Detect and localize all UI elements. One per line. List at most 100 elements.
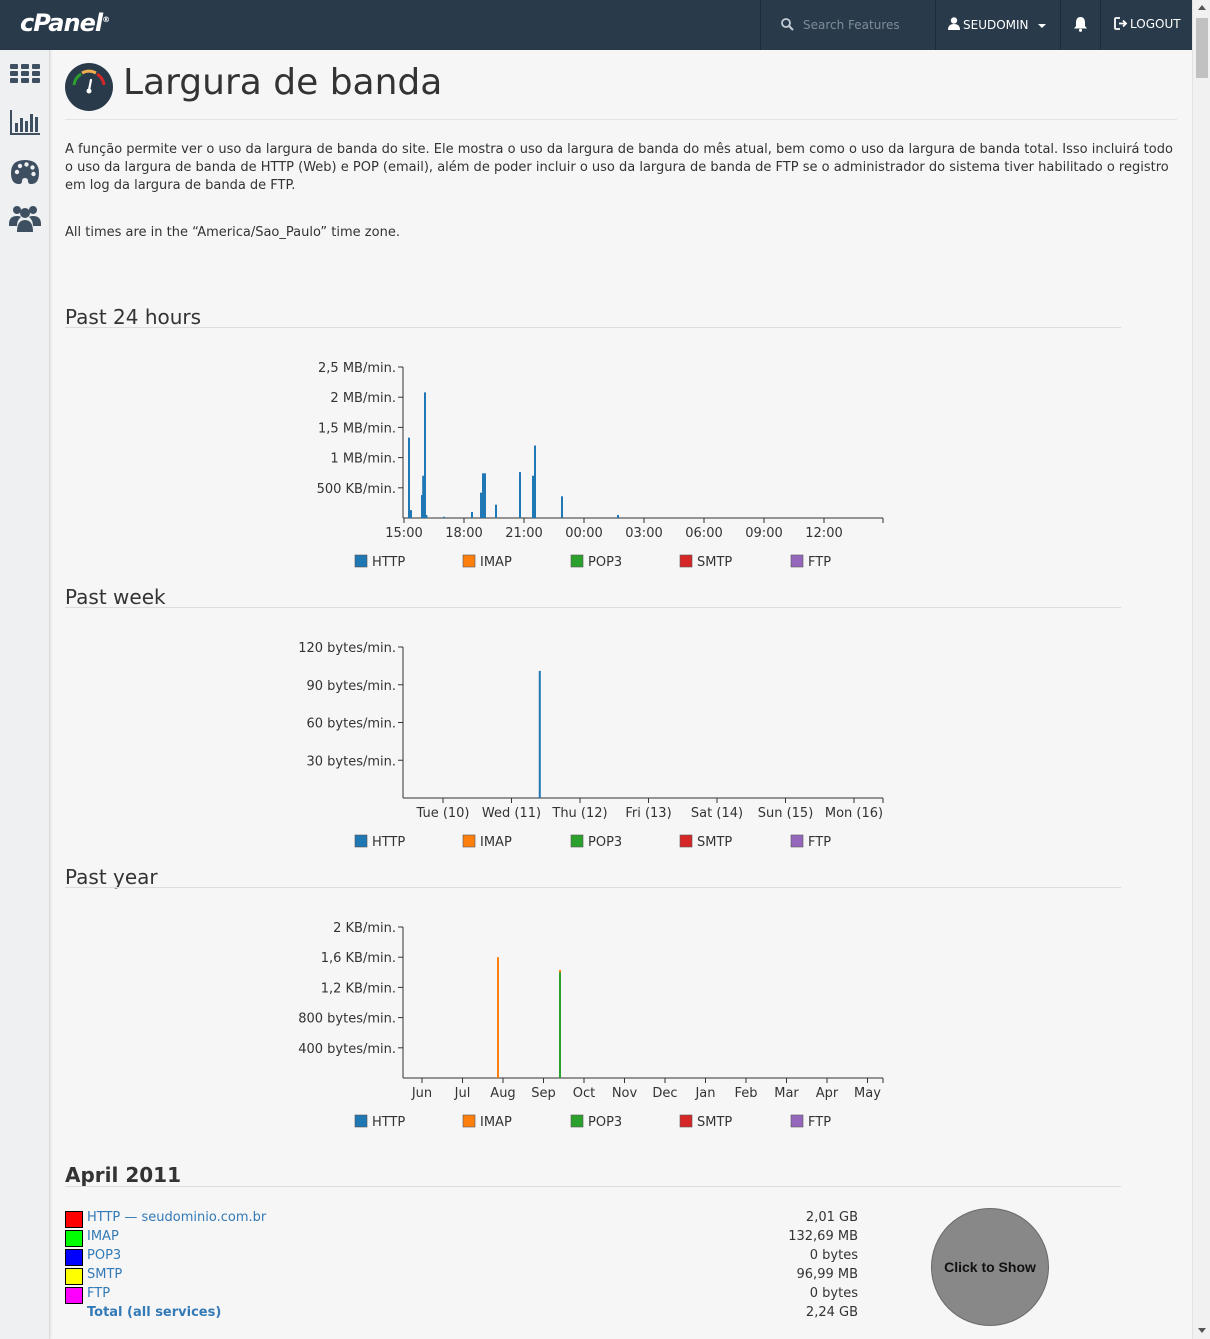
legend-label: HTTP (372, 1115, 405, 1130)
summary-row-ftp: FTP 0 bytes (65, 1285, 860, 1304)
y-tick-label: 60 bytes/min. (306, 717, 396, 732)
y-tick-label: 800 bytes/min. (298, 1012, 396, 1027)
y-tick-label: 90 bytes/min. (306, 679, 396, 694)
username: SEUDOMIN (963, 18, 1029, 32)
sidebar-item-themes[interactable] (8, 156, 42, 188)
legend-item-pop3: POP3 (570, 1114, 622, 1130)
sidebar-item-home[interactable] (8, 58, 42, 90)
divider (65, 119, 1177, 120)
scrollbar[interactable] (1192, 0, 1210, 1339)
data-bar-http (495, 504, 497, 518)
x-tick-label: Thu (12) (551, 806, 607, 821)
legend-swatch (354, 834, 368, 848)
legend-label: POP3 (588, 835, 622, 850)
x-tick-label: Sep (531, 1086, 556, 1101)
y-tick-label: 1,6 KB/min. (321, 951, 396, 966)
legend-swatch (462, 554, 476, 568)
legend-swatch (790, 834, 804, 848)
legend-label: SMTP (697, 1115, 732, 1130)
data-bar-http (422, 475, 425, 518)
summary-link-imap[interactable]: IMAP (87, 1229, 119, 1244)
y-tick-label: 1,5 MB/min. (318, 421, 396, 436)
summary-row-smtp: SMTP 96,99 MB (65, 1266, 860, 1285)
x-tick-label: 09:00 (745, 526, 782, 541)
legend-item-imap: IMAP (462, 554, 512, 570)
sidebar-item-users[interactable] (8, 202, 42, 234)
click-to-show-button[interactable]: Click to Show (931, 1208, 1049, 1326)
divider (65, 887, 1121, 888)
timezone-note: All times are in the “America/Sao_Paulo”… (65, 225, 400, 240)
divider (65, 1186, 1121, 1187)
color-swatch (65, 1249, 83, 1266)
x-tick-label: Sun (15) (758, 806, 814, 821)
y-tick-label: 2,5 MB/min. (318, 361, 396, 376)
data-bar-http (421, 495, 423, 518)
data-bar-http (424, 392, 426, 518)
bar-chart-icon (10, 110, 40, 135)
summary-row-http: HTTP — seudominio.com.br 2,01 GB (65, 1209, 860, 1228)
data-bar-http (534, 445, 536, 518)
search-input[interactable] (803, 15, 928, 35)
logout-icon (1114, 17, 1128, 30)
logout-button[interactable]: LOGOUT (1100, 0, 1192, 50)
legend-label: SMTP (697, 555, 732, 570)
scrollbar-thumb[interactable] (1196, 18, 1208, 78)
chart-title-year: Past year (65, 865, 158, 889)
legend-label: IMAP (480, 555, 512, 570)
summary-value: 2,01 GB (805, 1210, 858, 1225)
legend-swatch (570, 834, 584, 848)
legend-item-smtp: SMTP (679, 834, 732, 850)
legend-label: HTTP (372, 835, 405, 850)
scroll-up-arrow-icon[interactable] (1198, 5, 1206, 10)
summary-link-pop3[interactable]: POP3 (87, 1248, 122, 1263)
data-bar-pop3 (559, 972, 561, 1078)
summary-value: 96,99 MB (796, 1267, 858, 1282)
page-title: Largura de banda (123, 62, 443, 103)
x-tick-label: Feb (734, 1086, 757, 1101)
y-tick-label: 2 KB/min. (333, 921, 396, 936)
legend-swatch (570, 1114, 584, 1128)
data-bar-http (519, 472, 521, 518)
x-tick-label: Mon (16) (825, 806, 883, 821)
data-bar-http (425, 514, 428, 518)
x-tick-label: 21:00 (505, 526, 542, 541)
legend-item-smtp: SMTP (679, 554, 732, 570)
sidebar-item-stats[interactable] (8, 106, 42, 138)
search-box[interactable] (761, 0, 935, 50)
user-menu[interactable]: SEUDOMIN (935, 0, 1060, 50)
summary-value: 132,69 MB (788, 1229, 858, 1244)
color-swatch (65, 1287, 83, 1304)
users-icon (9, 206, 41, 232)
legend-item-http: HTTP (354, 1114, 405, 1130)
data-bar-http (408, 437, 410, 518)
summary-link-ftp[interactable]: FTP (87, 1286, 111, 1301)
legend-swatch (679, 834, 693, 848)
scroll-down-arrow-icon[interactable] (1198, 1328, 1206, 1333)
summary-link-http[interactable]: HTTP — seudominio.com.br (87, 1210, 267, 1225)
x-tick-label: 12:00 (805, 526, 842, 541)
summary-row-pop3: POP3 0 bytes (65, 1247, 860, 1266)
y-tick-label: 1 MB/min. (330, 452, 396, 467)
chart-title-week: Past week (65, 585, 166, 609)
legend-item-ftp: FTP (790, 554, 831, 570)
cpanel-logo[interactable]: cPanel® (20, 9, 110, 37)
x-tick-label: Sat (14) (691, 806, 743, 821)
notifications-button[interactable] (1060, 0, 1100, 50)
legend-swatch (354, 554, 368, 568)
summary-link-smtp[interactable]: SMTP (87, 1267, 123, 1282)
divider (760, 0, 761, 50)
data-bar-http (471, 511, 473, 518)
legend-label: POP3 (588, 555, 622, 570)
y-tick-label: 500 KB/min. (317, 482, 396, 497)
data-bar-http (410, 510, 412, 518)
data-bar-http (538, 670, 541, 798)
summary-value: 0 bytes (809, 1286, 858, 1301)
summary-link-total[interactable]: Total (all services) (87, 1305, 222, 1320)
legend-swatch (462, 834, 476, 848)
y-tick-label: 400 bytes/min. (298, 1042, 396, 1057)
summary-row-total: Total (all services) 2,24 GB (65, 1304, 860, 1323)
grid-icon (10, 64, 40, 83)
legend-swatch (790, 1114, 804, 1128)
chart-past-week: 30 bytes/min. 60 bytes/min. 90 bytes/min. 1… (298, 641, 884, 850)
legend-label: FTP (808, 835, 831, 850)
